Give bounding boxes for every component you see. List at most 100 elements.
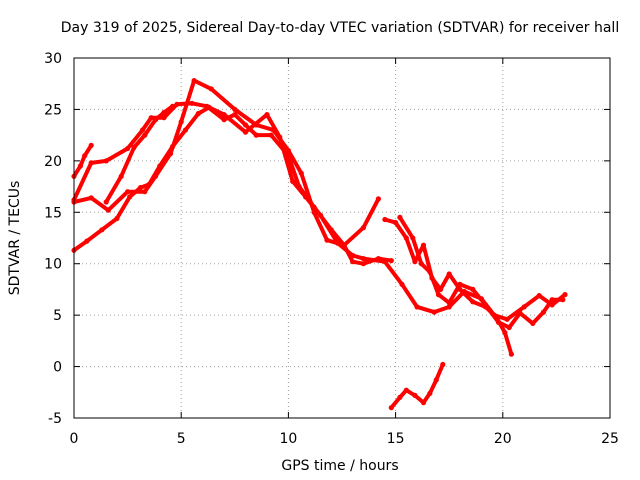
data-point [103,158,109,164]
data-point [146,181,152,188]
data-point [446,304,452,310]
data-point [360,225,366,231]
x-axis-label: GPS time / hours [281,458,398,474]
data-point [517,310,523,316]
data-point [433,377,439,383]
data-point [410,235,416,241]
data-point [350,259,356,265]
data-point [142,132,148,138]
data-point [506,324,512,331]
data-point [412,259,418,265]
data-point [427,390,433,396]
data-point [127,194,133,200]
data-point [508,351,514,357]
data-point [161,109,167,116]
data-point [360,261,366,267]
data-point [105,207,111,213]
y-tick-label: 25 [44,102,62,118]
data-point [350,252,356,259]
data-point [178,119,184,125]
data-point [206,104,212,110]
data-point [161,115,167,121]
data-point [232,106,238,112]
data-point [125,189,131,195]
data-point [504,316,510,322]
series-line-track-h [389,362,445,410]
data-point [470,286,476,292]
data-point [382,216,388,223]
y-axis-ticks: -5 0 5 10 15 20 25 30 [44,51,610,427]
data-point [114,215,120,222]
data-point [152,117,159,123]
data-point [277,134,283,140]
data-point [88,142,94,148]
data-point [303,194,309,200]
data-point [420,242,427,248]
data-point [195,110,201,117]
data-point [393,220,399,226]
data-point [560,297,566,303]
data-point [483,302,489,308]
data-point [285,148,291,154]
data-point [399,281,405,287]
data-point [403,235,409,241]
y-tick-label: 20 [44,154,62,170]
data-point [530,320,536,326]
y-axis-label: SDTVAR / TECUs [7,181,23,296]
data-point [470,299,476,305]
data-point [242,129,249,135]
data-point [84,238,90,244]
x-tick-label: 25 [601,431,619,447]
data-point [191,78,197,84]
data-point [232,112,238,118]
data-point [418,261,424,267]
data-point [253,132,259,138]
series-line-track-b [72,101,394,266]
series-line-track-g [397,215,565,330]
data-point [540,309,547,315]
data-point [420,400,427,406]
data-point [324,237,330,243]
x-tick-label: 20 [494,431,512,447]
series-line-track-c [72,78,381,248]
data-point [157,163,163,169]
plot-frame [73,57,611,419]
data-point [118,173,124,179]
data-point [382,259,388,265]
data-point [446,271,452,277]
data-point [360,256,366,262]
data-point [435,292,442,298]
data-point [125,145,131,152]
data-point [298,170,304,176]
x-tick-label: 5 [177,431,186,447]
chart-title: Day 319 of 2025, Sidereal Day-to-day VTE… [61,20,619,36]
data-point [397,214,403,220]
data-point [536,293,542,299]
data-point [397,394,403,400]
data-point [82,153,88,159]
data-point [268,132,274,138]
y-tick-label: -5 [48,411,62,427]
data-point [375,196,381,202]
y-tick-label: 30 [44,51,62,67]
data-point [521,304,527,310]
y-tick-label: 15 [44,205,62,221]
data-point [388,258,394,264]
data-point [549,297,555,303]
data-point [388,405,394,411]
data-point [318,212,324,218]
data-point [457,281,463,287]
data-point [137,185,144,191]
data-point [221,117,227,123]
data-point [290,178,296,184]
data-point [77,163,83,169]
y-tick-label: 10 [44,257,62,273]
data-point [170,143,176,150]
y-tick-label: 0 [53,360,62,376]
data-point [403,387,409,393]
x-tick-label: 15 [387,431,405,447]
data-point [242,122,249,128]
grid [74,58,610,418]
data-point [99,227,105,233]
